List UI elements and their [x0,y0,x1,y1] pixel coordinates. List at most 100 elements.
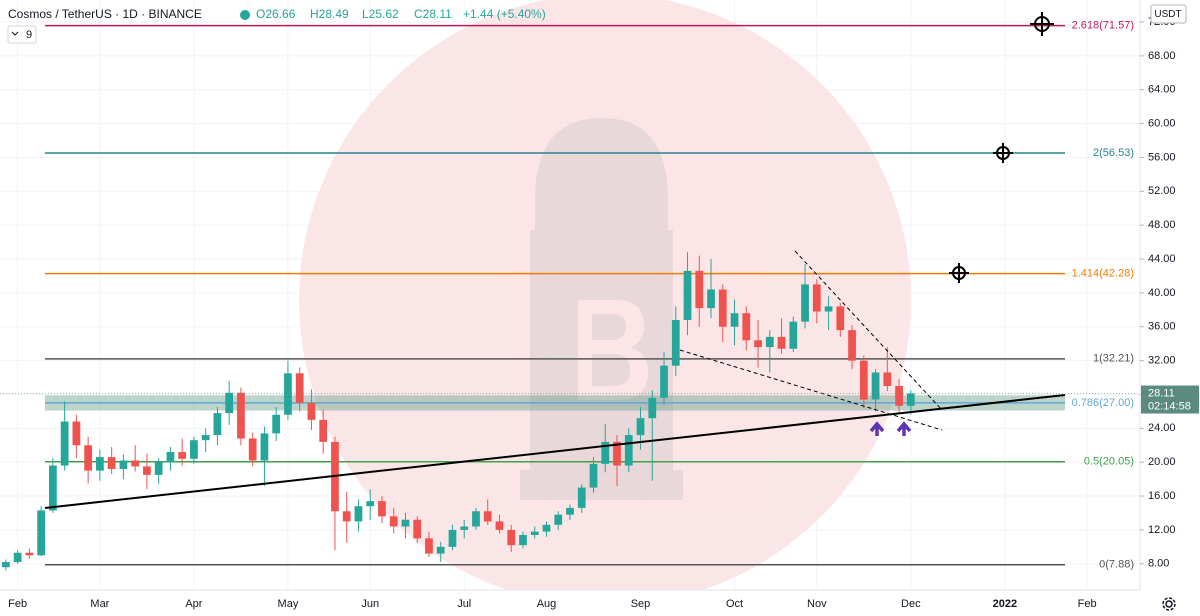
candle-body [295,373,304,403]
candle-body [37,510,46,556]
candle-body [589,463,598,488]
candle-body [671,319,680,366]
candle-body [648,397,657,419]
candle-body [824,306,833,312]
arrow-up [869,421,885,436]
y-tick-label: 60.00 [1148,117,1176,129]
candle-body [131,460,140,467]
y-tick-label: 56.00 [1148,151,1176,163]
candle-body [178,452,187,459]
candle-body [636,418,645,436]
fib-label: 1.414(42.28) [1072,267,1134,279]
candle-body [895,385,903,406]
chevron [11,31,19,36]
y-tick-label: 24.00 [1148,422,1176,434]
candle-body [319,419,328,442]
candle-body [96,457,104,471]
fib-label: 0.5(20.05) [1084,456,1134,468]
last-price: 28.11 [1148,387,1175,399]
candle-body [683,270,692,320]
candle-body [166,452,175,463]
candles [1,252,915,571]
candle-body [801,284,809,322]
ohlc-open: O26.66 [256,7,296,21]
x-tick-label: Nov [807,598,827,610]
x-tick-label: May [278,598,299,610]
candle-body [25,552,34,556]
candle-body [566,507,574,515]
candle-body [848,330,856,361]
fib-label: 2.618(71.57) [1072,20,1134,32]
handle[interactable] [1030,12,1054,36]
candle-body [342,511,351,522]
ohlc-change: +1.44 (+5.40%) [463,7,546,21]
candle-body [201,435,210,441]
currency: USDT [1154,9,1181,20]
candle-body [765,336,774,348]
x-tick-label: Mar [90,598,109,610]
candle-body [530,531,539,535]
candle-body [542,524,551,532]
x-tick-label: Dec [901,598,921,610]
candle-body [730,313,739,327]
candle-body [472,511,480,527]
candle-body [812,284,821,312]
candle-body [366,501,375,507]
candle-body [237,392,245,439]
candle-body [789,321,798,349]
status-dot [240,10,250,20]
candle-body [836,306,845,331]
x-tick-label: Sep [631,598,651,610]
candle-body [554,514,563,525]
candle-body [84,445,93,471]
price-axis [1140,0,1200,590]
y-tick-label: 12.00 [1148,524,1176,536]
fib-label: 2(56.53) [1093,147,1134,159]
currency-box[interactable] [1150,4,1187,24]
ohlc-high: H28.49 [310,7,349,21]
candle-body [577,487,586,508]
y-tick-label: 32.00 [1148,355,1176,367]
x-tick-label: Feb [8,598,27,610]
candle-body [119,460,128,469]
candle-body [260,433,269,461]
candle-body [425,538,433,554]
candle-body [60,421,69,466]
time-axis [0,590,1200,616]
candle-body [378,501,386,517]
candle-body [777,336,786,349]
watermark [299,0,911,606]
indicators-toggle[interactable] [7,25,37,44]
candle-body [1,562,10,568]
watermark-bullet-tip [535,118,668,240]
candle-body [460,526,469,530]
handle[interactable] [993,143,1013,163]
y-tick-label: 48.00 [1148,219,1176,231]
candle-body [413,519,422,539]
countdown: 02:14:58 [1148,400,1191,412]
candle-body [401,519,410,527]
y-tick-label: 36.00 [1148,321,1176,333]
candle-body [871,372,880,400]
watermark-bitcoin [578,300,648,400]
x-tick-label: Aug [537,598,557,610]
settings[interactable] [1162,597,1176,611]
y-tick-label: 68.00 [1148,50,1176,62]
x-tick-label: Jun [361,598,379,610]
candle-body [354,506,363,522]
x-tick-label: 2022 [993,598,1017,610]
candle-body [495,521,504,530]
fib-label: 0.786(27.00) [1072,397,1134,409]
candle-body [143,466,151,475]
x-tick-label: Feb [1078,598,1097,610]
y-tick-label: 16.00 [1148,490,1176,502]
trendline [44,394,1066,509]
candle-body [883,372,892,386]
candle-body [754,340,762,348]
handle[interactable] [949,263,969,283]
x-tick-label: Apr [185,598,202,610]
candle-body [519,534,527,546]
candle-body [107,457,116,469]
candle-body [906,393,915,406]
